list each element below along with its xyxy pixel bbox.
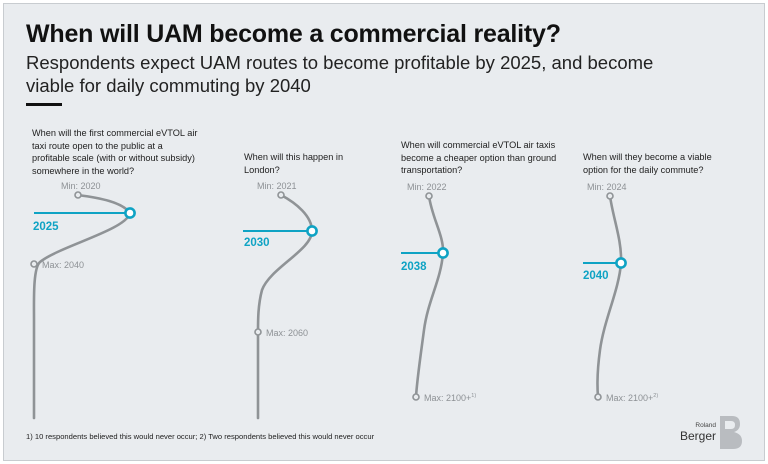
- max-label-4: Max: 2100+2): [606, 393, 658, 403]
- min-marker-3: [425, 192, 433, 200]
- max-label-2: Max: 2060: [266, 328, 308, 338]
- max-label-3: Max: 2100+1): [424, 393, 476, 403]
- min-label-2: Min: 2021: [257, 181, 297, 191]
- question-1: When will the first commercial eVTOL air…: [32, 128, 198, 176]
- title-underline: [26, 103, 62, 106]
- distribution-curve-4: [596, 194, 623, 399]
- logo-line-2: Berger: [679, 429, 716, 443]
- answer-label-4: 2040: [583, 270, 609, 282]
- answer-marker-3: [437, 247, 449, 259]
- min-marker-4: [606, 192, 614, 200]
- answer-label-2: 2030: [244, 237, 270, 249]
- min-label-3: Min: 2022: [407, 182, 447, 192]
- question-4: When will they become a viable option fo…: [583, 152, 712, 175]
- footnote: 1) 10 respondents believed this would ne…: [26, 432, 375, 441]
- answer-marker-2: [306, 225, 318, 237]
- max-footnote-ref-4: 2): [653, 393, 658, 399]
- roland-berger-logo: Roland Berger: [672, 413, 748, 453]
- max-label-1: Max: 2040: [42, 260, 84, 270]
- max-marker-1: [30, 260, 38, 268]
- max-marker-2: [254, 328, 262, 336]
- answer-label-1: 2025: [33, 221, 59, 233]
- logo-b-mark-icon: [720, 416, 742, 449]
- question-2: When will this happen in London?: [244, 152, 344, 175]
- max-marker-4: [594, 393, 602, 401]
- distribution-curve-2: [256, 193, 314, 420]
- answer-marker-1: [124, 207, 136, 219]
- distribution-curve-1: [32, 193, 132, 420]
- min-marker-2: [277, 191, 285, 199]
- chart-subtitle: Respondents expect UAM routes to become …: [26, 52, 654, 96]
- chart-frame: [3, 3, 765, 461]
- min-label-1: Min: 2020: [61, 181, 101, 191]
- min-label-4: Min: 2024: [587, 182, 627, 192]
- max-marker-3: [412, 393, 420, 401]
- min-marker-1: [74, 191, 82, 199]
- answer-marker-4: [615, 257, 627, 269]
- chart-title: When will UAM become a commercial realit…: [26, 20, 561, 48]
- logo-line-1: Roland: [695, 422, 716, 429]
- max-footnote-ref-3: 1): [471, 393, 476, 399]
- question-3: When will commercial eVTOL air taxis bec…: [401, 140, 557, 175]
- distribution-curve-3: [414, 194, 445, 399]
- answer-label-3: 2038: [401, 261, 427, 273]
